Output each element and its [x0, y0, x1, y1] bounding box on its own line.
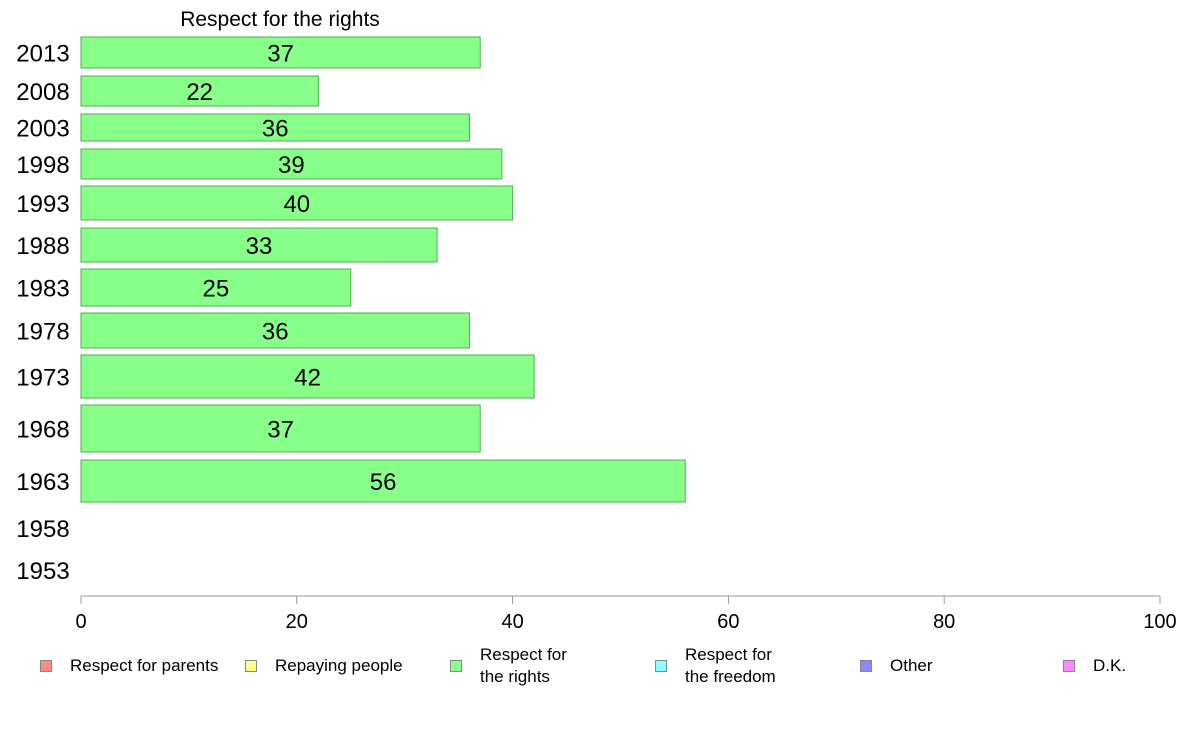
bar-value-label: 25: [203, 276, 230, 303]
bar-value-label: 40: [283, 191, 310, 218]
bar: [80, 36, 481, 69]
legend-item: Respect for the freedom: [655, 644, 776, 688]
bar: [80, 459, 686, 503]
category-label: 1983: [16, 276, 69, 303]
category-label: 2013: [16, 41, 69, 68]
bar: [80, 75, 319, 107]
legend-label: Repaying people: [275, 656, 403, 675]
bar: [80, 312, 470, 349]
bar-value-label: 39: [278, 152, 305, 179]
legend-label: D.K.: [1093, 656, 1127, 675]
x-tick-label: 100: [1143, 611, 1176, 633]
legend-swatch: [655, 660, 667, 672]
legend-label: Respect for the rights: [480, 645, 567, 686]
legend: Respect for parents Repaying people Respec…: [0, 640, 1188, 700]
x-tick-label: 20: [286, 611, 308, 633]
bar-value-label: 37: [267, 41, 294, 68]
x-tick-label: 0: [75, 611, 86, 633]
x-tick-label: 40: [501, 611, 523, 633]
legend-swatch: [245, 660, 257, 672]
bar-value-label: 22: [186, 79, 213, 106]
bar: [80, 185, 514, 221]
category-label: 1973: [16, 365, 69, 392]
bar: [80, 404, 481, 453]
category-label: 1993: [16, 191, 69, 218]
legend-label: Respect for the freedom: [685, 645, 776, 686]
bar: [80, 113, 470, 142]
category-label: 1958: [16, 516, 69, 543]
chart-title: Respect for the rights: [180, 8, 380, 31]
category-label: 1963: [16, 469, 69, 496]
x-tick-label: 80: [933, 611, 955, 633]
category-label: 1953: [16, 558, 69, 585]
bar-value-label: 36: [262, 116, 289, 143]
legend-item: Other: [860, 655, 933, 677]
legend-label: Respect for parents: [70, 656, 219, 675]
legend-swatch: [1063, 660, 1075, 672]
legend-item: Respect for parents: [40, 655, 218, 677]
category-label: 1988: [16, 233, 69, 260]
legend-item: Respect for the rights: [450, 644, 567, 688]
legend-item: D.K.: [1063, 655, 1126, 677]
x-tick-label: 60: [717, 611, 739, 633]
legend-swatch: [40, 660, 52, 672]
bar: [80, 148, 503, 180]
bar-value-label: 37: [267, 417, 294, 444]
bar: [80, 354, 535, 399]
bar-value-label: 33: [246, 233, 273, 260]
category-label: 1978: [16, 319, 69, 346]
legend-label: Other: [890, 656, 933, 675]
bar: [80, 268, 352, 307]
legend-swatch: [450, 660, 462, 672]
bar-value-label: 36: [262, 319, 289, 346]
bar: [80, 227, 438, 263]
legend-swatch: [860, 660, 872, 672]
bar-value-label: 56: [370, 469, 397, 496]
legend-item: Repaying people: [245, 655, 403, 677]
bar-value-label: 42: [294, 365, 321, 392]
category-label: 2003: [16, 116, 69, 143]
category-label: 2008: [16, 79, 69, 106]
category-label: 1998: [16, 152, 69, 179]
category-label: 1968: [16, 417, 69, 444]
